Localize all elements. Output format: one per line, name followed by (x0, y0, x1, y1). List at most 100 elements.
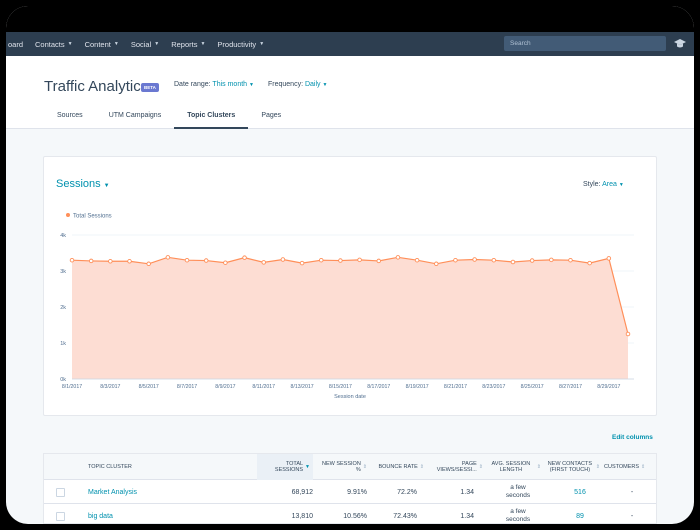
cell-new-contacts[interactable]: 89 (576, 512, 584, 520)
cell-page-views: 1.34 (460, 512, 474, 520)
page-title: Traffic Analytics (44, 78, 149, 95)
col-total-sessions[interactable]: Total Sessions ▼ (257, 454, 313, 480)
x-tick-label: 8/15/2017 (329, 384, 352, 390)
cell-new-contacts[interactable]: 516 (574, 488, 586, 496)
data-point (184, 257, 190, 263)
sort-icon: ⇕ (641, 463, 646, 470)
legend-marker (66, 213, 70, 217)
cell-bounce-rate: 72.43% (393, 512, 417, 520)
data-point (434, 261, 439, 267)
data-point (453, 257, 458, 263)
chevron-down-icon: ▼ (618, 182, 624, 188)
data-point (472, 257, 477, 262)
x-tick-label: 8/27/2017 (559, 384, 582, 390)
chart-style-selector[interactable]: Style: Area ▼ (583, 181, 624, 188)
y-tick-label: 4k (60, 233, 66, 239)
data-point (529, 258, 535, 263)
data-point (242, 255, 247, 260)
chevron-down-icon: ▼ (200, 41, 206, 47)
data-point (414, 257, 420, 263)
sort-icon: ⇕ (595, 463, 600, 470)
data-point (587, 260, 592, 266)
date-range-filter[interactable]: Date range: This month ▼ (174, 81, 254, 88)
tab-sources[interactable]: Sources (57, 112, 83, 119)
nav-item-productivity[interactable]: Productivity ▼ (217, 39, 265, 49)
sort-icon: ⇕ (478, 463, 483, 470)
cell-customers: - (630, 512, 634, 520)
nav-item-content[interactable]: Content ▼ (84, 39, 119, 49)
chevron-down-icon: ▼ (67, 41, 73, 47)
nav-item-reports[interactable]: Reports ▼ (171, 39, 206, 49)
col-new-contacts[interactable]: New Contacts (First Touch) ⇕ (547, 460, 600, 474)
data-point (568, 257, 573, 263)
data-point (318, 257, 324, 263)
data-point (108, 259, 113, 264)
x-tick-label: 8/25/2017 (521, 384, 544, 390)
x-tick-label: 8/11/2017 (252, 384, 275, 390)
data-point (69, 257, 75, 263)
tab-pages[interactable]: Pages (261, 112, 282, 119)
sessions-area-chart: Total Sessions 0k 1k 2k 3k 4k 8/1/2017 8/3/2017… (60, 213, 634, 400)
nav-item-contacts[interactable]: Contacts ▼ (35, 39, 73, 49)
x-tick-label: 8/21/2017 (444, 384, 467, 390)
top-navigation: oard Contacts ▼ Content ▼ Social ▼ Reports ▼… (6, 32, 694, 56)
col-bounce-rate[interactable]: Bounce Rate ⇕ (378, 463, 424, 470)
data-point (203, 258, 209, 263)
cell-sessions: 13,810 (291, 512, 313, 520)
data-point (165, 255, 171, 260)
data-point (223, 260, 228, 265)
table-row: Market Analysis 68,912 9.91% 72.2% 1.34 … (44, 480, 656, 504)
row-checkbox[interactable] (56, 512, 65, 521)
topic-cluster-link[interactable]: big data (88, 512, 113, 520)
x-tick-label: 8/19/2017 (406, 384, 429, 390)
topic-cluster-link[interactable]: Market Analysis (88, 488, 138, 496)
academy-cap-icon[interactable] (673, 37, 687, 51)
cell-bounce-rate: 72.2% (397, 488, 417, 496)
x-tick-label: 8/17/2017 (367, 384, 390, 390)
chevron-down-icon: ▼ (259, 41, 265, 47)
metric-selector[interactable]: Sessions ▼ (56, 178, 110, 190)
app-window: oard Contacts ▼ Content ▼ Social ▼ Reports ▼… (6, 6, 694, 524)
edit-columns-link[interactable]: Edit columns (612, 434, 653, 441)
col-new-session[interactable]: New Session % ⇕ (321, 460, 367, 474)
tab-utm-campaigns[interactable]: UTM Campaigns (108, 112, 162, 119)
tab-topic-clusters[interactable]: Topic Clusters (174, 110, 249, 129)
beta-badge: BETA (141, 83, 159, 92)
x-tick-label: 8/29/2017 (597, 384, 620, 390)
data-point (127, 259, 132, 264)
cell-new-session: 10.56% (343, 512, 367, 520)
cell-page-views: 1.34 (460, 488, 474, 496)
col-avg-session-length[interactable]: Avg. Session Length ⇕ (491, 460, 541, 474)
x-tick-label: 8/5/2017 (139, 384, 159, 390)
top-bezel (6, 6, 694, 32)
chevron-down-icon: ▼ (154, 41, 160, 47)
series-line (71, 256, 629, 335)
nav-item-dashboard[interactable]: oard (8, 39, 24, 49)
chevron-down-icon: ▼ (249, 82, 254, 88)
sort-desc-icon: ▼ (305, 463, 310, 470)
sort-icon: ⇕ (362, 463, 367, 470)
frequency-filter[interactable]: Frequency: Daily ▼ (268, 81, 328, 88)
search-input[interactable]: Search (504, 36, 666, 51)
data-point (606, 256, 612, 261)
area-fill (72, 257, 628, 379)
data-point (261, 260, 266, 265)
nav-item-social[interactable]: Social ▼ (130, 39, 160, 49)
x-tick-label: 8/9/2017 (215, 384, 235, 390)
data-point (510, 259, 516, 265)
table-header: Topic Cluster Total Sessions ▼ New Sessio… (44, 454, 656, 480)
sort-icon: ⇕ (419, 463, 424, 470)
x-tick-label: 8/13/2017 (291, 384, 314, 390)
data-point (357, 257, 362, 263)
cell-avg-session: a few seconds (505, 484, 531, 499)
chevron-down-icon: ▼ (322, 82, 328, 88)
col-customers[interactable]: Customers ⇕ (604, 463, 646, 470)
x-axis-label: Session date (334, 394, 366, 400)
legend-label: Total Sessions (73, 214, 112, 220)
x-tick-label: 8/7/2017 (177, 384, 197, 390)
data-point (376, 258, 382, 264)
col-topic-cluster[interactable]: Topic Cluster (88, 463, 132, 470)
cell-sessions: 68,912 (291, 488, 313, 496)
row-checkbox[interactable] (56, 488, 65, 497)
col-page-views[interactable]: Page Views/Sessi... ⇕ (436, 460, 483, 474)
